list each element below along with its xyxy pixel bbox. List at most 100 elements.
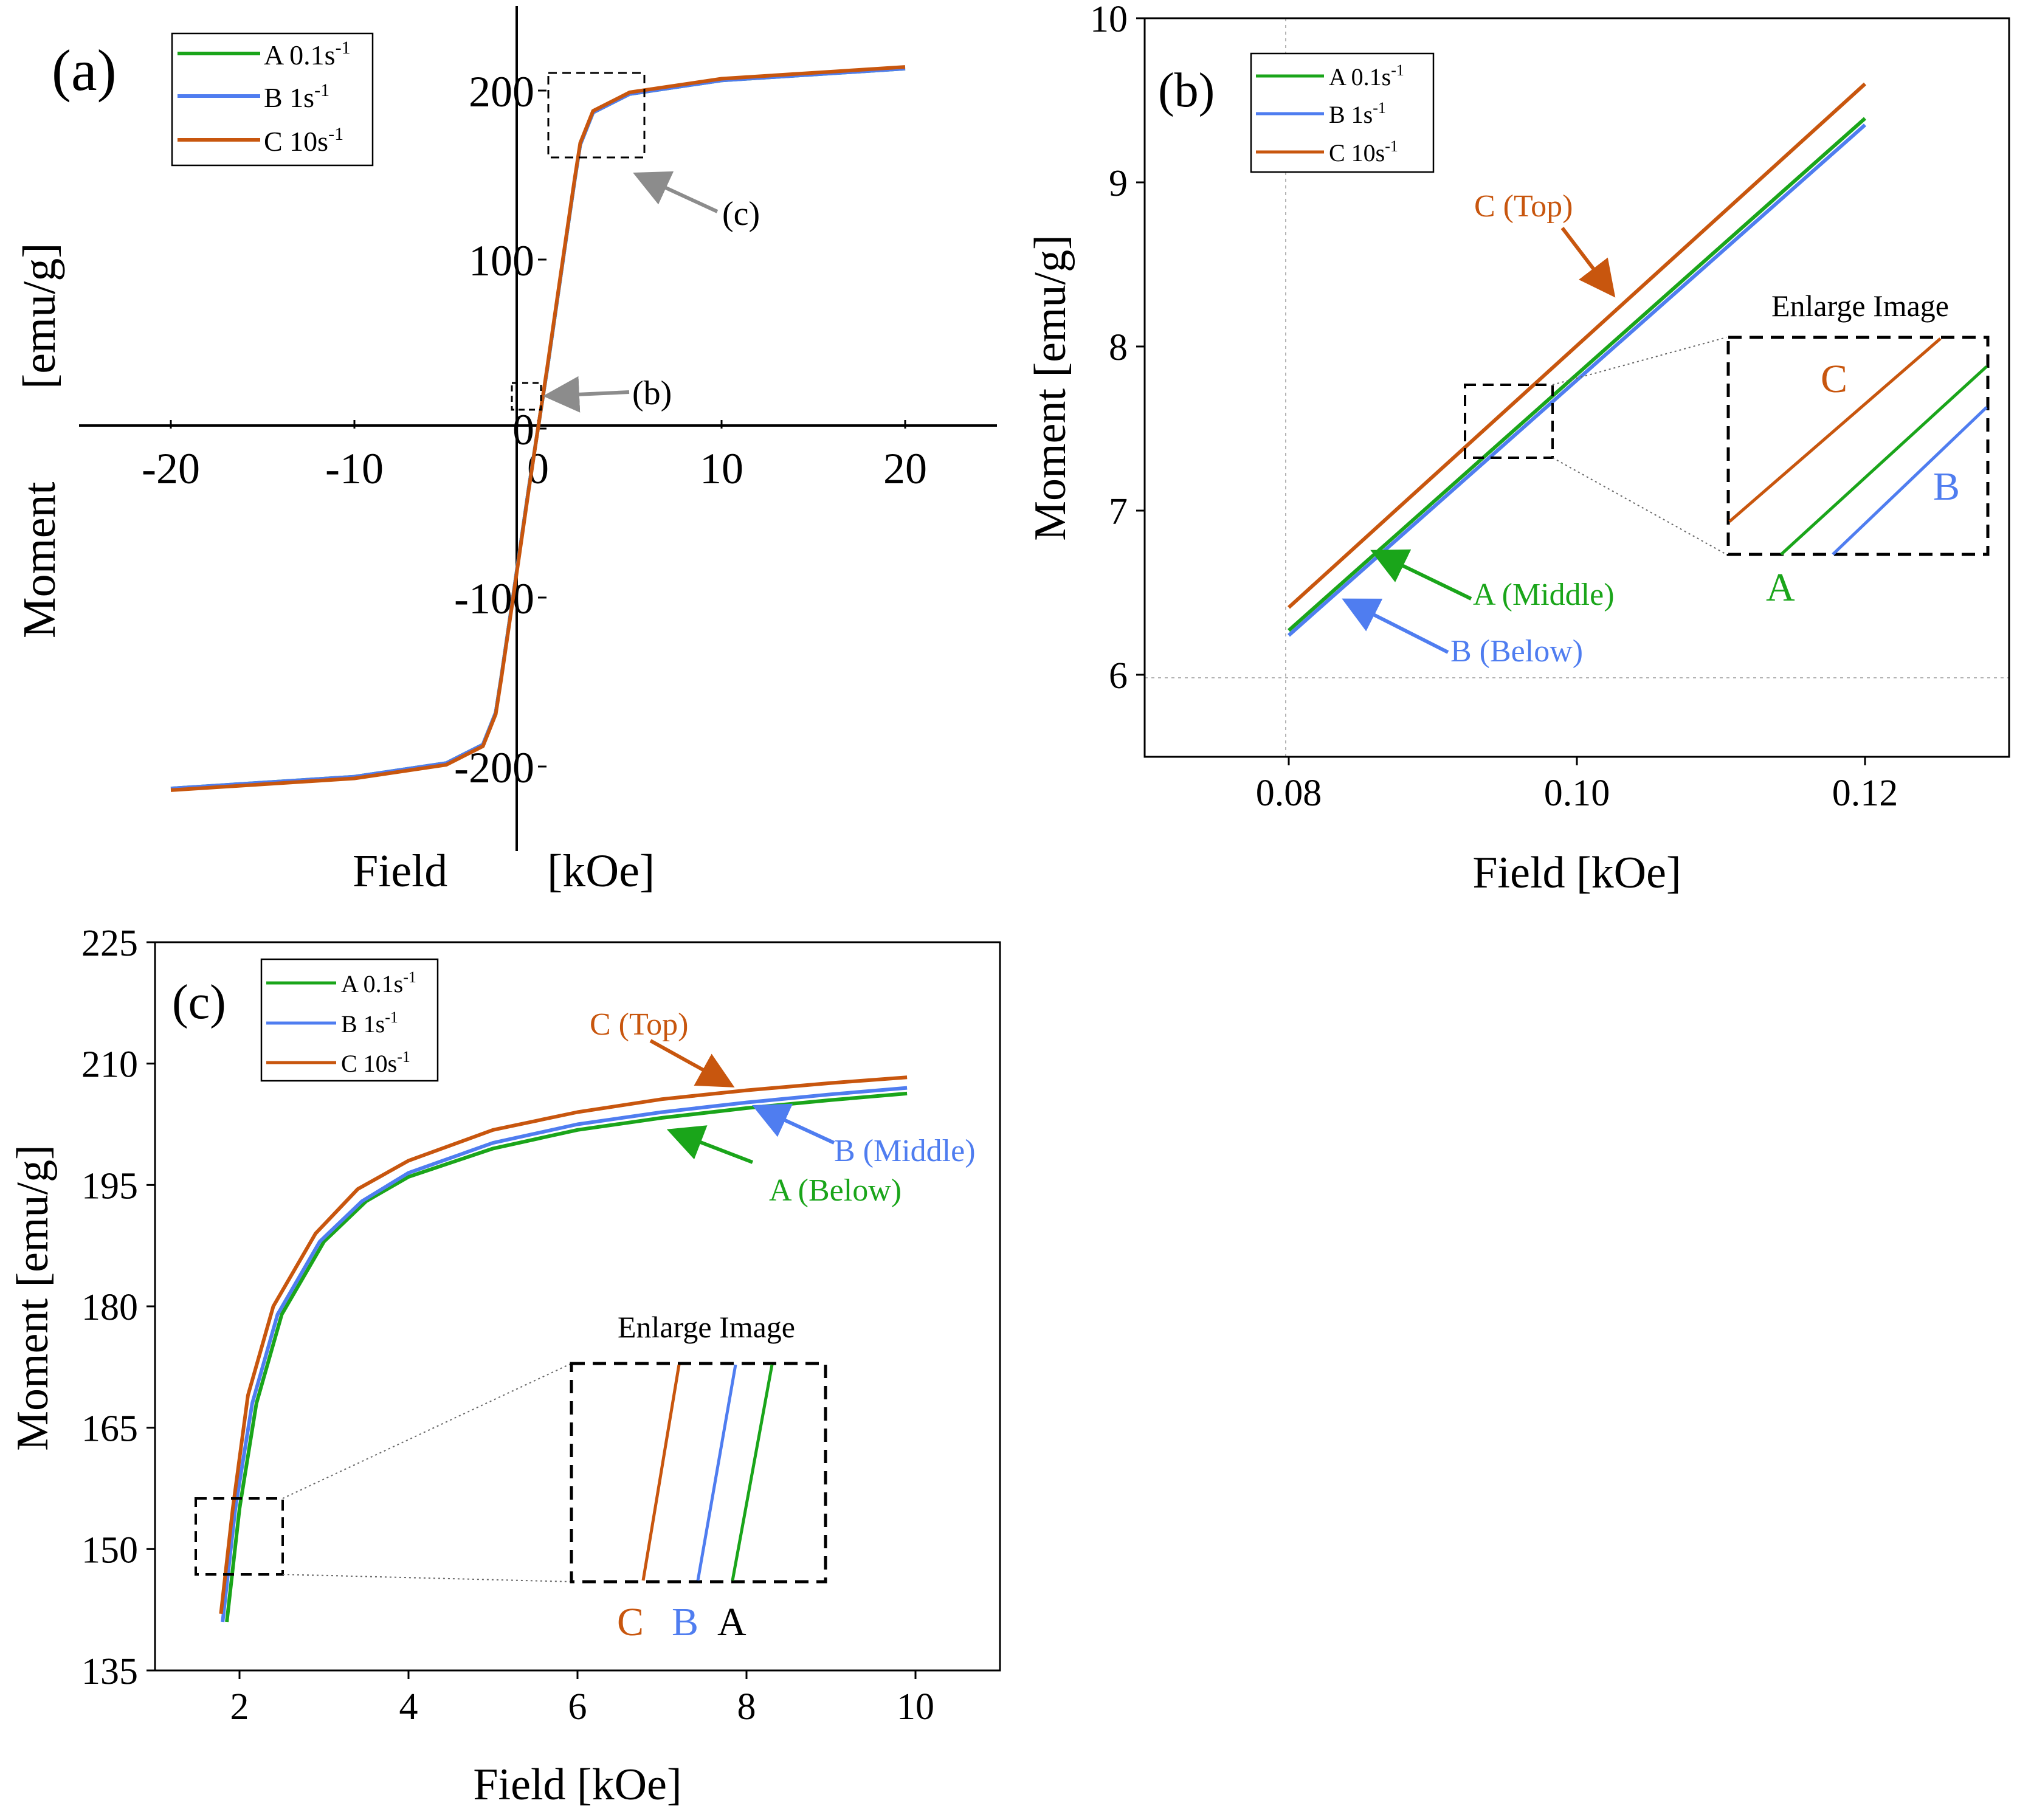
series-c-line [1287,82,1867,609]
annotation-top: C (Top) [590,1007,688,1042]
legend-label: A 0.1s [1329,63,1391,91]
y-tick-label: 165 [81,1408,138,1450]
annotation-below: B (Below) [1450,634,1583,669]
y-tick-label: 195 [81,1165,138,1207]
y-axis-label: Moment [emu/g] [1026,235,1075,541]
series-group [170,65,906,792]
legend-label: C 10s [341,1050,397,1077]
inset-label-c: C [1821,357,1847,401]
legend-label: B 1s [264,82,314,113]
inset-label-a: A [717,1600,746,1644]
zoom-box-c [547,72,646,159]
y-tick-label: -200 [454,743,534,792]
legend-superscript: -1 [397,1048,410,1066]
panel-label: (a) [52,38,117,103]
inset-label-a: A [1766,565,1795,610]
legend-frame [171,32,374,167]
legend-superscript: -1 [336,38,351,58]
legend-label: C 10s [264,126,328,157]
x-tick-label: -10 [325,444,384,493]
legend-label: C 10s [1329,139,1385,167]
x-tick-label: 20 [883,444,927,493]
x-axis-label: Field [353,846,447,897]
legend-item-b: B 1s-1 [264,80,329,113]
y-tick-label: -100 [454,574,534,623]
annotation-arrow-top [649,1039,735,1088]
inset-title: Enlarge Image [1771,289,1949,323]
series-c-line [170,65,906,792]
legend-superscript: -1 [1373,99,1386,117]
ticks [1136,17,1866,765]
inset-line-a [731,1364,774,1581]
annotation-arrow-below [1342,598,1449,654]
x-axis-label: Field [kOe] [473,1760,681,1810]
panel-c: 2 4 6 8 10 135 150 165 180 195 210 225 (c) Field [k… [8,923,1001,1810]
x-tick-label: 10 [897,1686,934,1728]
inset-box [570,1362,827,1584]
x-tick-label: 0.12 [1832,773,1898,814]
zoom-box [195,1497,284,1576]
annotation-arrow-middle [752,1103,835,1145]
annotation-middle: A (Middle) [1473,577,1615,612]
y-axis-unit: [emu/g] [14,243,65,389]
annotation-arrow-top [1560,227,1616,298]
series-b-line [221,1086,908,1622]
inset-line-b [696,1364,737,1581]
x-tick-label: 10 [700,444,743,493]
x-axis-label: Field [kOe] [1472,848,1681,898]
x-tick-label: 6 [568,1686,587,1728]
panel-label: (c) [172,976,226,1029]
zoom-box [1464,384,1554,459]
legend-item-a: A 0.1s-1 [1329,61,1404,91]
annotation-top: C (Top) [1474,189,1573,224]
legend-label: A 0.1s [341,970,403,998]
y-tick-label: 7 [1109,491,1128,533]
inset-line-a [1780,365,1988,556]
y-tick-label: 150 [81,1529,138,1571]
x-tick-label: 0.10 [1544,773,1610,814]
legend-item-c: C 10s-1 [1329,137,1398,167]
legend-superscript: -1 [328,124,343,144]
x-tick-label: 4 [399,1686,418,1728]
series-a-line [225,1091,908,1622]
y-tick-label: 6 [1109,655,1128,697]
legend-label: A 0.1s [264,40,336,71]
annotation-below: A (Below) [769,1173,902,1208]
annotation-arrow-middle [1370,549,1472,601]
annotation-c: (c) [722,195,760,233]
series-a-line [1288,117,1866,632]
legend-frame [260,958,439,1082]
legend-item-c: C 10s-1 [341,1048,410,1077]
legend-superscript: -1 [314,80,329,100]
zoom-box-b [511,382,542,411]
zoom-connector-bottom [1552,457,1727,555]
zoom-connector-top [282,1363,572,1499]
legend: A 0.1s-1 B 1s-1 C 10s-1 [260,958,439,1082]
tick-labels: 0.08 0.10 0.12 6 7 8 9 10 [1090,0,1898,814]
pointer-arrow-c [633,171,719,213]
y-tick-label: 8 [1109,327,1128,368]
x-tick-label: 8 [737,1686,756,1728]
y-tick-label: 100 [469,236,534,285]
inset-title: Enlarge Image [618,1310,795,1344]
y-tick-label: 135 [81,1651,138,1692]
y-tick-label: 10 [1090,0,1128,40]
x-tick-label: -20 [142,444,200,493]
legend-superscript: -1 [403,968,416,986]
panel-b: 0.08 0.10 0.12 6 7 8 9 10 (b) Field [kOe] Momen… [1026,0,2010,898]
legend-item-b: B 1s-1 [1329,99,1386,128]
zoom-connector-top [1552,337,1727,385]
x-tick-label: 0.08 [1256,773,1322,814]
ticks [147,941,917,1679]
legend-item-c: C 10s-1 [264,124,343,157]
y-tick-label: 180 [81,1287,138,1328]
legend-item-a: A 0.1s-1 [341,968,416,998]
inset-line-c [1728,337,1942,523]
inset-line-b [1832,406,1988,556]
y-tick-label: 0 [512,405,534,454]
y-tick-label: 9 [1109,163,1128,204]
panel-label: (b) [1158,64,1215,117]
y-axis-label: Moment [emu/g] [8,1145,58,1451]
